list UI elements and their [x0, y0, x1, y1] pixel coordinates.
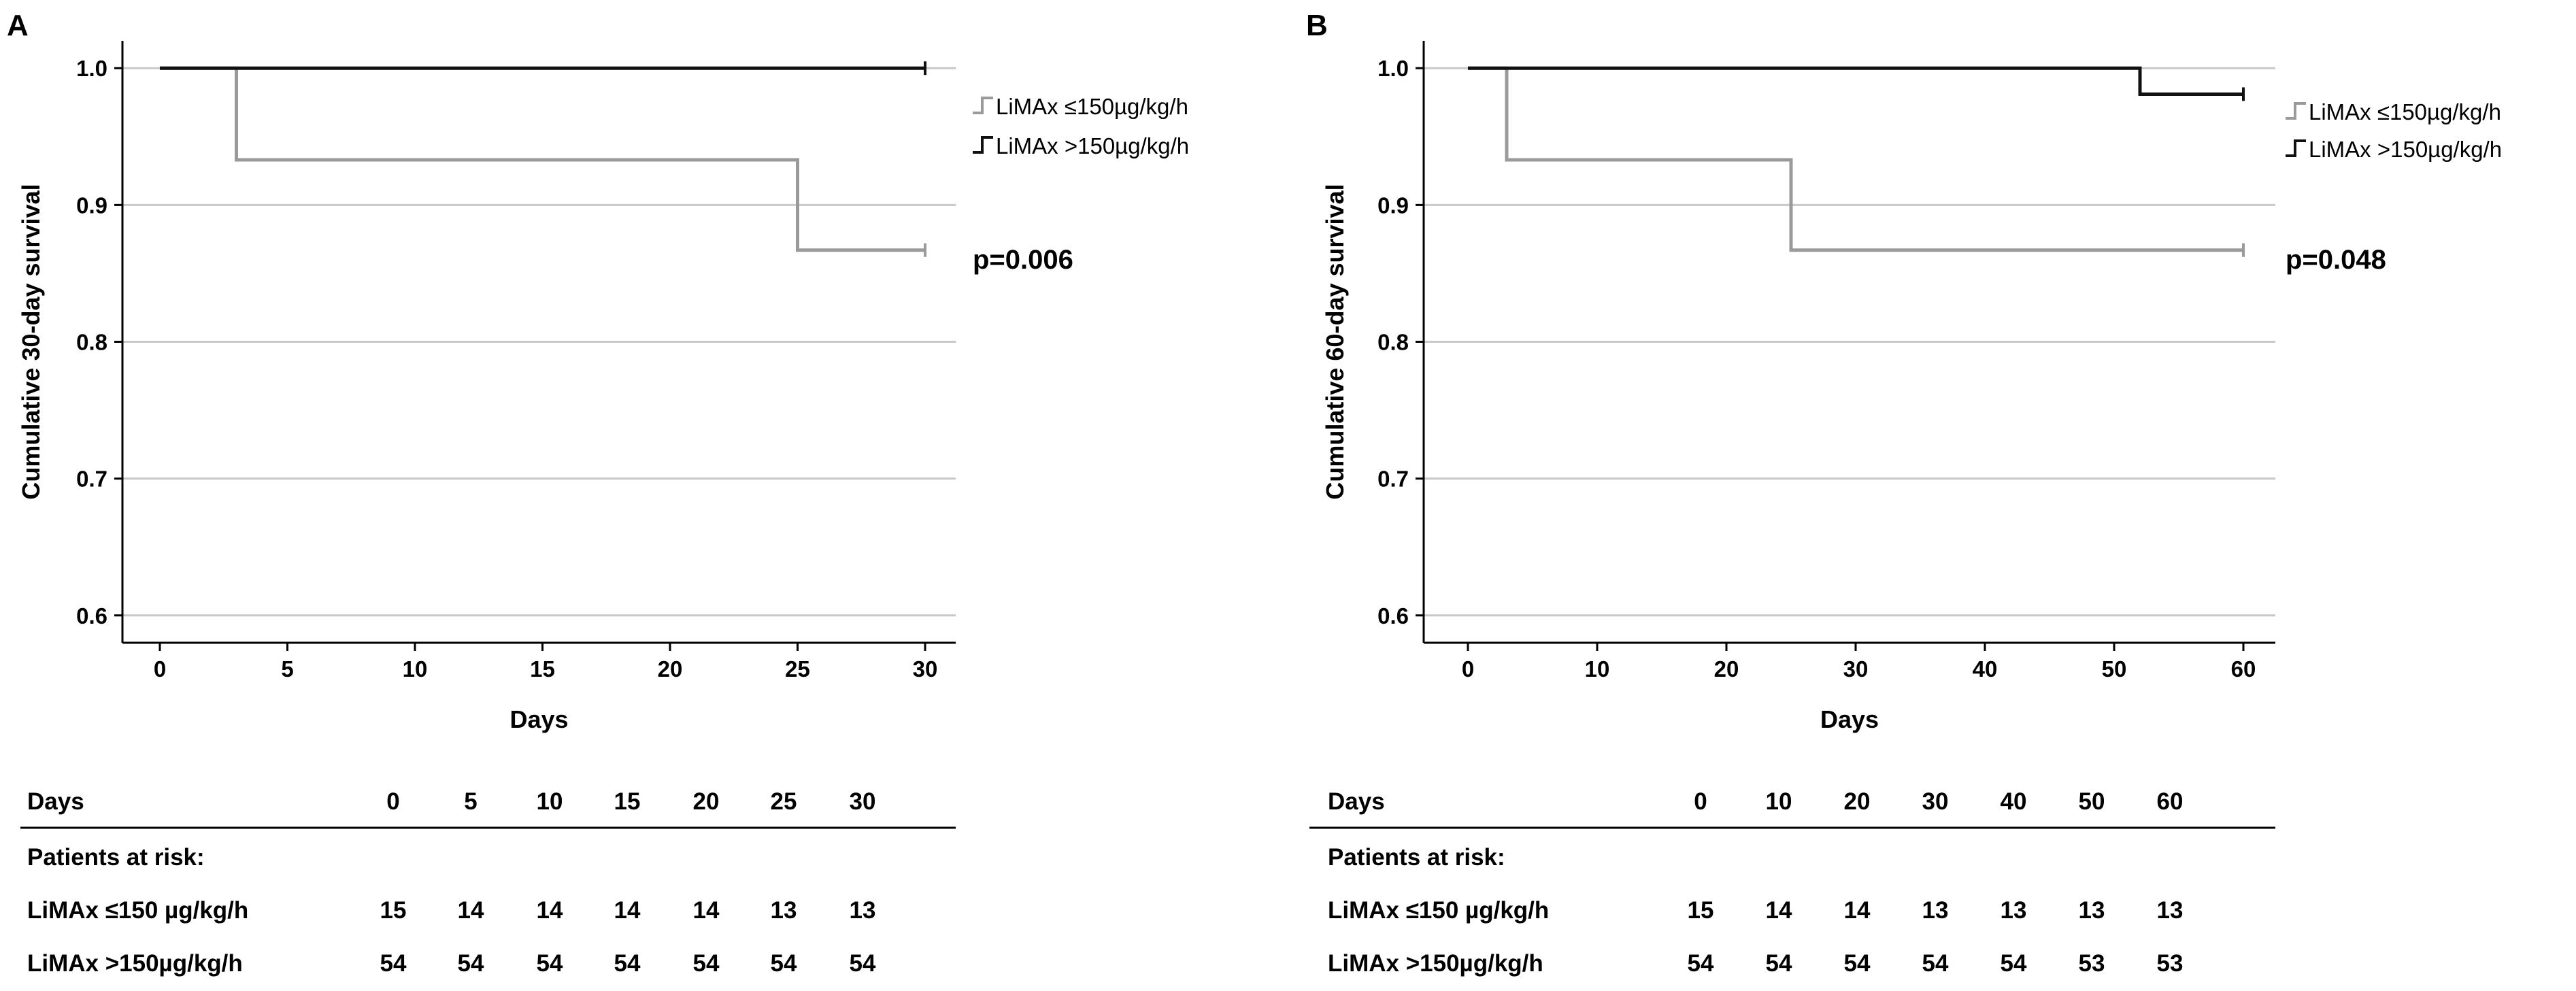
risk-table-cell: 13: [2001, 897, 2027, 924]
risk-table-cell: 54: [2001, 950, 2027, 977]
x-tick-label: 0: [154, 656, 166, 682]
x-tick-label: 15: [530, 656, 555, 682]
risk-table-cell: 54: [614, 950, 641, 977]
y-tick-label: 0.6: [1377, 603, 1409, 628]
risk-table-day: 10: [537, 788, 563, 815]
x-tick-label: 30: [1843, 656, 1869, 682]
x-tick-label: 40: [1973, 656, 1998, 682]
survival-curve: [160, 66, 925, 252]
risk-table-cell: 54: [380, 950, 407, 977]
risk-table-cell: 54: [771, 950, 797, 977]
risk-table-header: Days: [1328, 788, 1385, 815]
risk-table-cell: 13: [1922, 897, 1949, 924]
legend-label: LiMAx ≤150µg/kg/h: [996, 94, 1188, 119]
x-tick-label: 60: [2231, 656, 2256, 682]
risk-table-cell: 54: [850, 950, 876, 977]
risk-table-cell: 54: [1922, 950, 1949, 977]
risk-table-cell: 14: [1766, 897, 1792, 924]
x-tick-label: 30: [913, 656, 938, 682]
legend-swatch: [973, 97, 993, 114]
y-tick-label: 0.7: [76, 467, 107, 492]
risk-table-header: Days: [27, 788, 84, 815]
p-value-annotation: p=0.048: [2286, 245, 2386, 275]
legend-swatch: [973, 136, 993, 154]
legend-swatch: [2286, 139, 2306, 157]
risk-table-day: 10: [1766, 788, 1792, 815]
risk-table-day: 0: [386, 788, 399, 815]
risk-table-row-label: LiMAx ≤150 µg/kg/h: [1328, 897, 1549, 924]
panel-a: A 0.6 0.7 0.8 0.9 1.0 0 5 10 15 20 25 30 Days Cumulati…: [7, 9, 1189, 977]
risk-table-cell: 14: [1844, 897, 1871, 924]
x-tick-label: 50: [2102, 656, 2127, 682]
risk-table-day: 5: [464, 788, 477, 815]
risk-table-cell: 15: [380, 897, 407, 924]
x-tick-label: 10: [1585, 656, 1610, 682]
risk-table-cell: 14: [537, 897, 563, 924]
x-tick-label: 5: [281, 656, 293, 682]
risk-table-cell: 15: [1688, 897, 1714, 924]
risk-table-day: 20: [693, 788, 720, 815]
y-tick-label: 0.8: [1377, 330, 1409, 355]
risk-table-cell: 54: [1766, 950, 1792, 977]
x-tick-label: 20: [1714, 656, 1739, 682]
risk-table-cell: 54: [1688, 950, 1714, 977]
risk-table-row-label: LiMAx >150µg/kg/h: [1328, 950, 1543, 977]
y-axis-title: Cumulative 60-day survival: [1321, 184, 1349, 499]
legend-label: LiMAx >150µg/kg/h: [996, 133, 1189, 158]
y-tick-label: 0.9: [1377, 192, 1409, 218]
risk-table-day: 60: [2157, 788, 2184, 815]
risk-table-day: 20: [1844, 788, 1871, 815]
risk-table-subheader: Patients at risk:: [1328, 844, 1505, 871]
risk-table-cell: 13: [2157, 897, 2184, 924]
y-tick-label: 1.0: [1377, 56, 1409, 81]
x-axis-title: Days: [509, 705, 568, 733]
legend-swatch: [2286, 102, 2306, 120]
risk-table-row-label: LiMAx ≤150 µg/kg/h: [27, 897, 248, 924]
panel-letter: A: [7, 9, 29, 42]
survival-curve: [1468, 66, 2243, 252]
x-tick-label: 0: [1462, 656, 1474, 682]
risk-table-day: 15: [614, 788, 641, 815]
y-tick-label: 1.0: [76, 56, 107, 81]
risk-table-cell: 54: [1844, 950, 1871, 977]
y-tick-label: 0.7: [1377, 467, 1409, 492]
x-axis-title: Days: [1820, 705, 1879, 733]
risk-table-cell: 14: [693, 897, 720, 924]
risk-table-cell: 13: [771, 897, 797, 924]
risk-table-day: 50: [2079, 788, 2105, 815]
y-tick-label: 0.8: [76, 330, 107, 355]
y-axis-title: Cumulative 30-day survival: [17, 184, 45, 499]
risk-table-day: 25: [771, 788, 797, 815]
risk-table-subheader: Patients at risk:: [27, 844, 205, 871]
risk-table-day: 30: [1922, 788, 1949, 815]
risk-table-cell: 53: [2079, 950, 2105, 977]
y-tick-label: 0.6: [76, 603, 107, 628]
risk-table-day: 0: [1694, 788, 1707, 815]
risk-table-cell: 54: [693, 950, 720, 977]
risk-table-cell: 54: [458, 950, 484, 977]
risk-table-cell: 53: [2157, 950, 2184, 977]
risk-table-day: 30: [850, 788, 876, 815]
survival-curve: [1468, 66, 2243, 96]
risk-table-day: 40: [2001, 788, 2027, 815]
legend-label: LiMAx ≤150µg/kg/h: [2309, 99, 2501, 124]
x-tick-label: 10: [403, 656, 428, 682]
risk-table-cell: 14: [614, 897, 641, 924]
risk-table-cell: 14: [458, 897, 484, 924]
x-tick-label: 20: [658, 656, 683, 682]
risk-table-cell: 54: [537, 950, 563, 977]
risk-table-cell: 13: [2079, 897, 2105, 924]
x-tick-label: 25: [785, 656, 810, 682]
panel-b: B 0.6 0.7 0.8 0.9 1.0 0 10 20 30 40 50 60 Days Cumulat…: [1306, 9, 2502, 977]
legend-label: LiMAx >150µg/kg/h: [2309, 137, 2502, 162]
risk-table-cell: 13: [850, 897, 876, 924]
y-tick-label: 0.9: [76, 192, 107, 218]
p-value-annotation: p=0.006: [973, 245, 1073, 275]
panel-letter: B: [1306, 9, 1328, 42]
risk-table-row-label: LiMAx >150µg/kg/h: [27, 950, 243, 977]
